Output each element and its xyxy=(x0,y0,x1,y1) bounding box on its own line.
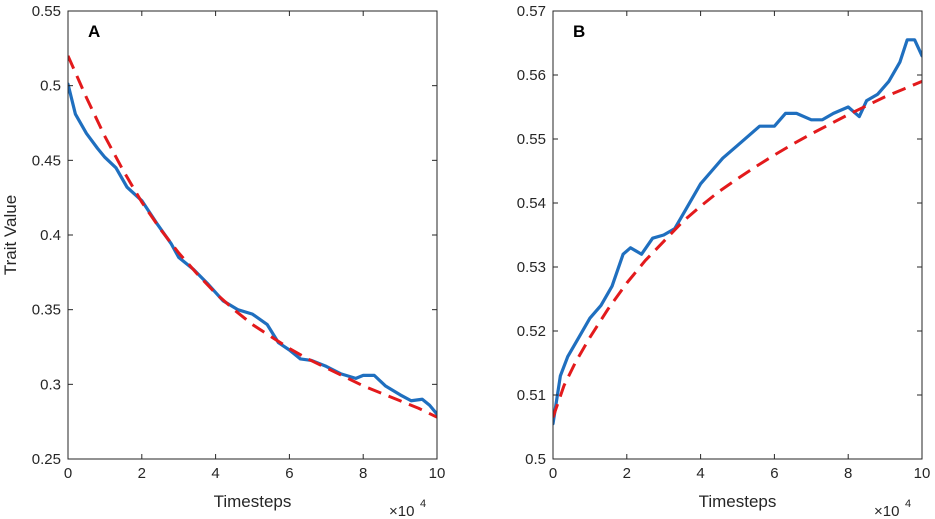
x-tick-label: 2 xyxy=(623,465,631,482)
axes-box xyxy=(552,10,923,460)
y-tick-label: 0.3 xyxy=(40,376,61,393)
x-tick-label: 6 xyxy=(770,465,778,482)
x-tick-label: 4 xyxy=(696,465,704,482)
x-tick-label: 10 xyxy=(429,465,446,482)
x-multiplier-exponent: 4 xyxy=(420,498,426,510)
x-tick-label: 6 xyxy=(285,465,293,482)
fit-dashed-line xyxy=(553,80,922,418)
y-tick-label: 0.54 xyxy=(517,195,546,212)
plot-area xyxy=(553,11,922,459)
y-tick-label: 0.55 xyxy=(32,3,61,20)
x-tick-label: 8 xyxy=(359,465,367,482)
y-tick-label: 0.45 xyxy=(32,152,61,169)
x-multiplier-exponent: 4 xyxy=(905,498,911,510)
panel-a: 0 2 4 6 8 10 0.25 0.3 0.35 0.4 0.45 0.5 0.55 Timestep… xyxy=(1,3,445,519)
x-tick-label: 2 xyxy=(138,465,146,482)
y-tick-label: 0.57 xyxy=(517,3,546,20)
x-tick-label: 10 xyxy=(914,465,931,482)
y-tick-label: 0.53 xyxy=(517,259,546,276)
y-tick-label: 0.4 xyxy=(40,227,61,244)
y-tick-label: 0.56 xyxy=(517,67,546,84)
panel-label: A xyxy=(88,22,100,41)
y-tick-label: 0.5 xyxy=(40,78,61,95)
x-tick-label: 8 xyxy=(844,465,852,482)
x-axis-label: Timesteps xyxy=(214,492,292,511)
simulation-line xyxy=(68,82,437,416)
x-axis-label: Timesteps xyxy=(699,492,777,511)
x-multiplier-base: ×10 xyxy=(389,503,414,519)
simulation-line xyxy=(553,38,922,426)
panel-label: B xyxy=(573,22,585,41)
x-tick-label: 0 xyxy=(549,465,557,482)
plot-area xyxy=(68,11,437,459)
y-tick-label: 0.35 xyxy=(32,302,61,319)
x-tick-label: 4 xyxy=(211,465,219,482)
y-tick-label: 0.5 xyxy=(525,451,546,468)
panel-b: 0 2 4 6 8 10 0.5 0.51 0.52 0.53 0.54 0.55 0.56 0.57 Ti… xyxy=(517,3,931,519)
y-tick-label: 0.52 xyxy=(517,323,546,340)
y-tick-label: 0.55 xyxy=(517,131,546,148)
y-axis-label: Trait Value xyxy=(1,195,20,275)
x-multiplier-base: ×10 xyxy=(874,503,899,519)
fit-dashed-line xyxy=(68,55,437,419)
x-tick-label: 0 xyxy=(64,465,72,482)
y-tick-label: 0.25 xyxy=(32,451,61,468)
y-tick-label: 0.51 xyxy=(517,387,546,404)
